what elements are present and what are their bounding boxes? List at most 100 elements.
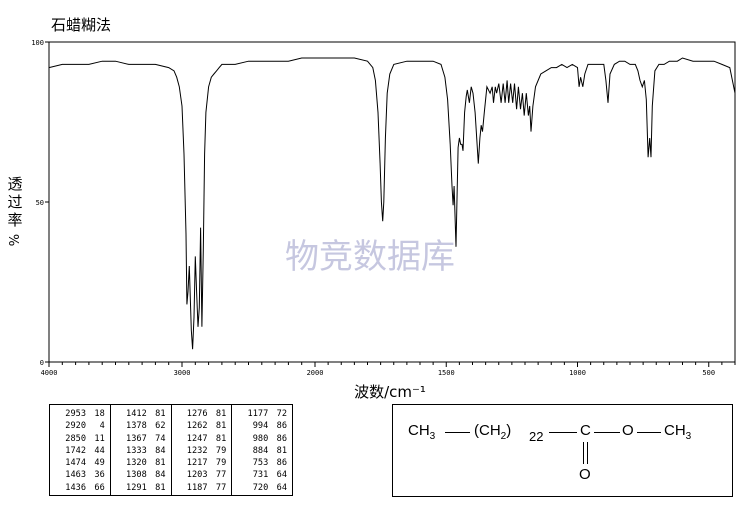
double-bond-b <box>587 442 588 464</box>
peak-transmittance: 77 <box>215 482 227 493</box>
peak-wavenumber: 1474 <box>65 458 86 469</box>
peak-row: 1742 44 <box>50 445 110 457</box>
peak-wavenumber: 1232 <box>186 445 208 456</box>
peak-wavenumber: 980 <box>252 433 269 444</box>
x-tick-label: 1500 <box>438 369 455 377</box>
y-tick-label: 100 <box>31 39 44 47</box>
bond-2 <box>549 432 577 433</box>
x-tick-label: 1000 <box>569 369 586 377</box>
peak-wavenumber: 1463 <box>65 470 86 481</box>
peak-row: 1262 81 <box>172 420 232 432</box>
y-tick-label: 50 <box>36 199 44 207</box>
peak-row: 731 64 <box>232 469 292 481</box>
x-tick-label: 3000 <box>174 369 191 377</box>
peak-row: 884 81 <box>232 445 292 457</box>
peak-column: 1412 81 1378 62 1367 74 1333 84 1320 81 1308 84 1291… <box>111 405 172 495</box>
peak-wavenumber: 2850 <box>65 433 86 444</box>
structure-chain: (CH2) <box>474 422 512 442</box>
peak-row: 1203 77 <box>172 469 232 481</box>
y-axis: 0 50 100 <box>31 39 49 367</box>
y-tick-label: 0 <box>40 359 44 367</box>
peak-transmittance: 81 <box>215 421 227 432</box>
structure-box: CH3 (CH2) 22 C O CH3 O <box>392 404 733 497</box>
peak-transmittance: 77 <box>215 470 227 481</box>
peak-transmittance: 44 <box>94 445 105 456</box>
peak-row: 1232 79 <box>172 445 232 457</box>
peak-row: 1436 66 <box>50 482 110 494</box>
structure-oxygen: O <box>622 422 634 439</box>
x-axis: 4000 3000 2000 1500 1000 500 <box>41 362 736 377</box>
peak-row: 1367 74 <box>111 433 171 445</box>
peak-transmittance: 11 <box>94 433 105 444</box>
peak-row: 980 86 <box>232 433 292 445</box>
peak-transmittance: 49 <box>94 458 105 469</box>
peak-transmittance: 86 <box>276 421 287 432</box>
peak-transmittance: 81 <box>215 433 227 444</box>
peak-wavenumber: 1320 <box>126 458 147 469</box>
peak-row: 1463 36 <box>50 469 110 481</box>
x-tick-label: 500 <box>702 369 715 377</box>
peak-row: 1247 81 <box>172 433 232 445</box>
y-axis-label-char-3: 率 <box>7 211 22 229</box>
y-axis-label-char-4: % <box>8 234 23 246</box>
peak-row: 1412 81 <box>111 408 171 420</box>
structure-carbonyl-oxygen: O <box>579 466 591 483</box>
peak-column: 1177 72 994 86 980 86 884 81 753 86 731 64 720 64 <box>232 405 292 495</box>
peak-row: 1474 49 <box>50 457 110 469</box>
peak-transmittance: 81 <box>155 482 166 493</box>
peak-row: 1308 84 <box>111 469 171 481</box>
peak-transmittance: 79 <box>215 458 227 469</box>
peak-table: 2953 18 2920 4 2850 11 1742 44 1474 49 1463 36 1436 6… <box>49 404 293 496</box>
peak-transmittance: 84 <box>155 445 166 456</box>
double-bond-a <box>583 442 584 464</box>
peak-wavenumber: 994 <box>252 421 269 432</box>
bond-1 <box>445 432 470 433</box>
peak-row: 1320 81 <box>111 457 171 469</box>
peak-transmittance: 86 <box>276 458 287 469</box>
peak-transmittance: 81 <box>155 409 166 419</box>
peak-transmittance: 36 <box>94 470 105 481</box>
peak-row: 1187 77 <box>172 482 232 494</box>
peak-transmittance: 74 <box>155 433 166 444</box>
peak-row: 2953 18 <box>50 408 110 420</box>
plot-frame <box>48 41 736 363</box>
watermark: 物竞数据库 <box>285 237 455 277</box>
peak-transmittance: 81 <box>276 445 287 456</box>
y-axis-label: 透 过 率 % <box>7 175 23 246</box>
peak-wavenumber: 1308 <box>126 470 147 481</box>
peak-transmittance: 66 <box>94 482 105 493</box>
peak-wavenumber: 1247 <box>186 433 208 444</box>
peak-wavenumber: 1187 <box>186 482 208 493</box>
peak-row: 2850 11 <box>50 433 110 445</box>
chart-title: 石蜡糊法 <box>51 16 111 34</box>
spectrum-line <box>48 57 736 350</box>
peak-transmittance: 81 <box>215 409 227 419</box>
peak-wavenumber: 1177 <box>247 409 269 419</box>
bond-3 <box>594 432 620 433</box>
peak-wavenumber: 1291 <box>126 482 147 493</box>
peak-wavenumber: 2953 <box>65 409 86 419</box>
peak-transmittance: 64 <box>276 482 287 493</box>
peak-transmittance: 84 <box>155 470 166 481</box>
peak-transmittance: 79 <box>215 445 227 456</box>
peak-transmittance: 4 <box>99 421 105 432</box>
peak-row: 720 64 <box>232 482 292 494</box>
peak-transmittance: 81 <box>155 458 166 469</box>
peak-row: 1177 72 <box>232 408 292 420</box>
peak-wavenumber: 884 <box>252 445 269 456</box>
peak-wavenumber: 1276 <box>186 409 208 419</box>
peak-wavenumber: 731 <box>252 470 269 481</box>
x-axis-label: 波数/cm⁻¹ <box>354 383 426 401</box>
peak-wavenumber: 1412 <box>126 409 147 419</box>
peak-transmittance: 62 <box>155 421 166 432</box>
peak-row: 1291 81 <box>111 482 171 494</box>
structure-chain-count: 22 <box>529 429 544 444</box>
structure-ch3-left: CH3 <box>408 422 436 442</box>
peak-transmittance: 64 <box>276 470 287 481</box>
peak-transmittance: 18 <box>94 409 105 419</box>
y-axis-label-char-1: 透 <box>7 175 22 193</box>
structure-carbon: C <box>580 422 591 439</box>
peak-column: 1276 81 1262 81 1247 81 1232 79 1217 79 1203 77 1187… <box>172 405 233 495</box>
y-axis-label-char-2: 过 <box>7 193 22 211</box>
